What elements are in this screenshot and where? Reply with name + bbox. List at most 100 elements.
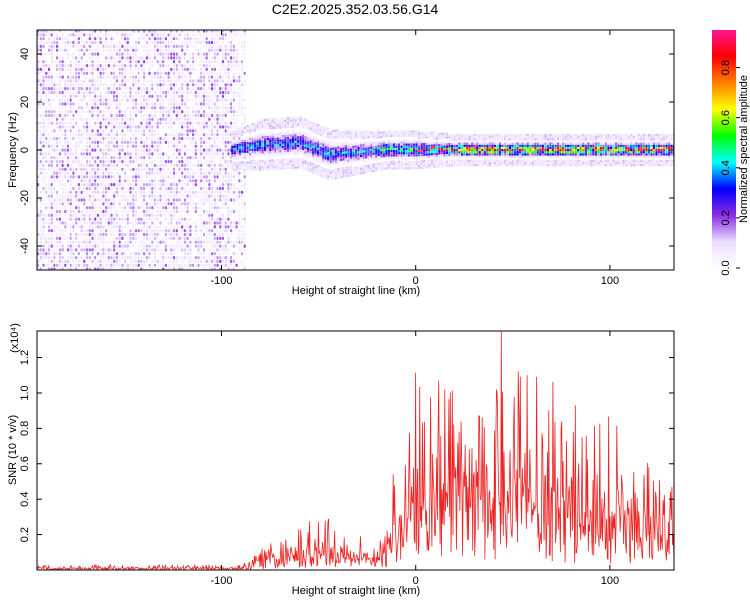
noise-cell bbox=[50, 33, 53, 37]
noise-cell bbox=[148, 252, 151, 256]
noise-cell bbox=[85, 129, 89, 133]
noise-cell bbox=[205, 133, 208, 137]
noise-cell bbox=[243, 198, 246, 202]
noise-cell bbox=[221, 64, 225, 68]
noise-cell bbox=[183, 163, 186, 167]
noise-cell bbox=[167, 98, 170, 102]
noise-cell bbox=[243, 113, 246, 118]
noise-cell bbox=[129, 136, 132, 141]
signal-cell bbox=[236, 156, 239, 159]
signal-cell bbox=[259, 151, 262, 154]
noise-cell bbox=[80, 98, 83, 102]
noise-cell bbox=[102, 140, 105, 144]
noise-cell bbox=[61, 240, 64, 244]
signal-cell bbox=[261, 168, 264, 171]
signal-cell bbox=[233, 134, 236, 138]
noise-cell bbox=[105, 94, 108, 98]
signal-cell bbox=[271, 124, 274, 127]
noise-cell bbox=[221, 133, 225, 137]
signal-cell bbox=[256, 144, 259, 147]
noise-cell bbox=[88, 60, 91, 64]
noise-cell bbox=[197, 160, 200, 164]
noise-cell bbox=[96, 129, 99, 133]
noise-cell bbox=[145, 209, 148, 214]
noise-cell bbox=[113, 60, 116, 64]
noise-cell bbox=[137, 171, 140, 175]
noise-cell bbox=[83, 190, 86, 194]
noise-cell bbox=[208, 171, 211, 175]
signal-cell bbox=[248, 127, 252, 130]
noise-cell bbox=[183, 183, 186, 187]
noise-cell bbox=[200, 194, 203, 198]
noise-cell bbox=[230, 225, 233, 229]
noise-cell bbox=[132, 206, 135, 210]
noise-cell bbox=[232, 56, 235, 60]
signal-cell bbox=[332, 153, 335, 156]
noise-cell bbox=[140, 44, 143, 48]
noise-cell bbox=[213, 71, 216, 75]
noise-cell bbox=[124, 140, 127, 144]
noise-cell bbox=[83, 217, 86, 221]
noise-cell bbox=[126, 202, 129, 206]
noise-cell bbox=[189, 160, 192, 164]
noise-cell bbox=[219, 179, 222, 183]
noise-cell bbox=[156, 121, 159, 125]
noise-cell bbox=[107, 206, 110, 210]
noise-cell bbox=[99, 240, 102, 244]
signal-cell bbox=[339, 171, 342, 174]
noise-cell bbox=[140, 113, 143, 118]
signal-cell bbox=[271, 118, 274, 121]
noise-cell bbox=[61, 64, 64, 68]
noise-cell bbox=[134, 267, 138, 270]
signal-cell bbox=[269, 142, 272, 145]
noise-cell bbox=[99, 129, 102, 133]
noise-cell bbox=[137, 60, 140, 64]
noise-cell bbox=[186, 179, 189, 183]
noise-cell bbox=[224, 140, 227, 144]
noise-cell bbox=[153, 83, 157, 87]
noise-cell bbox=[113, 30, 116, 33]
noise-cell bbox=[197, 263, 200, 267]
noise-cell bbox=[181, 110, 184, 114]
noise-cell bbox=[105, 75, 108, 79]
noise-cell bbox=[162, 125, 165, 129]
noise-cell bbox=[178, 167, 181, 171]
noise-cell bbox=[175, 75, 178, 79]
signal-cell bbox=[246, 124, 249, 127]
noise-cell bbox=[129, 40, 132, 45]
noise-cell bbox=[77, 67, 80, 71]
noise-cell bbox=[202, 209, 206, 214]
noise-cell bbox=[53, 40, 56, 45]
signal-cell bbox=[256, 133, 259, 137]
noise-cell bbox=[121, 79, 124, 83]
noise-cell bbox=[205, 225, 208, 229]
noise-cell bbox=[189, 117, 192, 121]
noise-cell bbox=[85, 121, 89, 125]
noise-cell bbox=[75, 102, 78, 106]
noise-cell bbox=[58, 183, 61, 187]
signal-cell bbox=[271, 150, 274, 153]
noise-cell bbox=[205, 71, 208, 75]
noise-cell bbox=[153, 37, 157, 41]
noise-cell bbox=[170, 94, 173, 98]
noise-cell bbox=[145, 106, 148, 110]
signal-cell bbox=[241, 144, 244, 147]
noise-cell bbox=[77, 33, 80, 37]
noise-cell bbox=[175, 98, 178, 102]
signal-cell bbox=[276, 124, 279, 127]
noise-cell bbox=[151, 87, 154, 91]
signal-cell bbox=[269, 137, 272, 141]
noise-cell bbox=[156, 79, 159, 83]
noise-cell bbox=[164, 217, 167, 221]
noise-cell bbox=[238, 263, 241, 267]
noise-cell bbox=[126, 217, 129, 221]
signal-cell bbox=[322, 143, 325, 146]
noise-cell bbox=[91, 48, 94, 52]
noise-cell bbox=[132, 160, 135, 164]
noise-cell bbox=[137, 64, 140, 68]
signal-cell bbox=[342, 147, 345, 150]
noise-cell bbox=[151, 163, 154, 167]
noise-cell bbox=[37, 175, 40, 179]
noise-cell bbox=[148, 156, 151, 160]
noise-cell bbox=[145, 102, 148, 106]
